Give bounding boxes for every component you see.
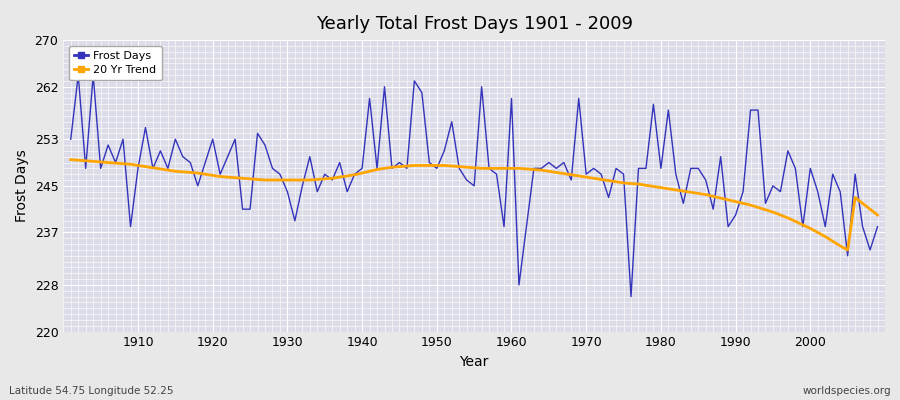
Legend: Frost Days, 20 Yr Trend: Frost Days, 20 Yr Trend bbox=[68, 46, 162, 80]
X-axis label: Year: Year bbox=[460, 355, 489, 369]
Text: worldspecies.org: worldspecies.org bbox=[803, 386, 891, 396]
Title: Yearly Total Frost Days 1901 - 2009: Yearly Total Frost Days 1901 - 2009 bbox=[316, 15, 633, 33]
Text: Latitude 54.75 Longitude 52.25: Latitude 54.75 Longitude 52.25 bbox=[9, 386, 174, 396]
Y-axis label: Frost Days: Frost Days bbox=[15, 150, 29, 222]
